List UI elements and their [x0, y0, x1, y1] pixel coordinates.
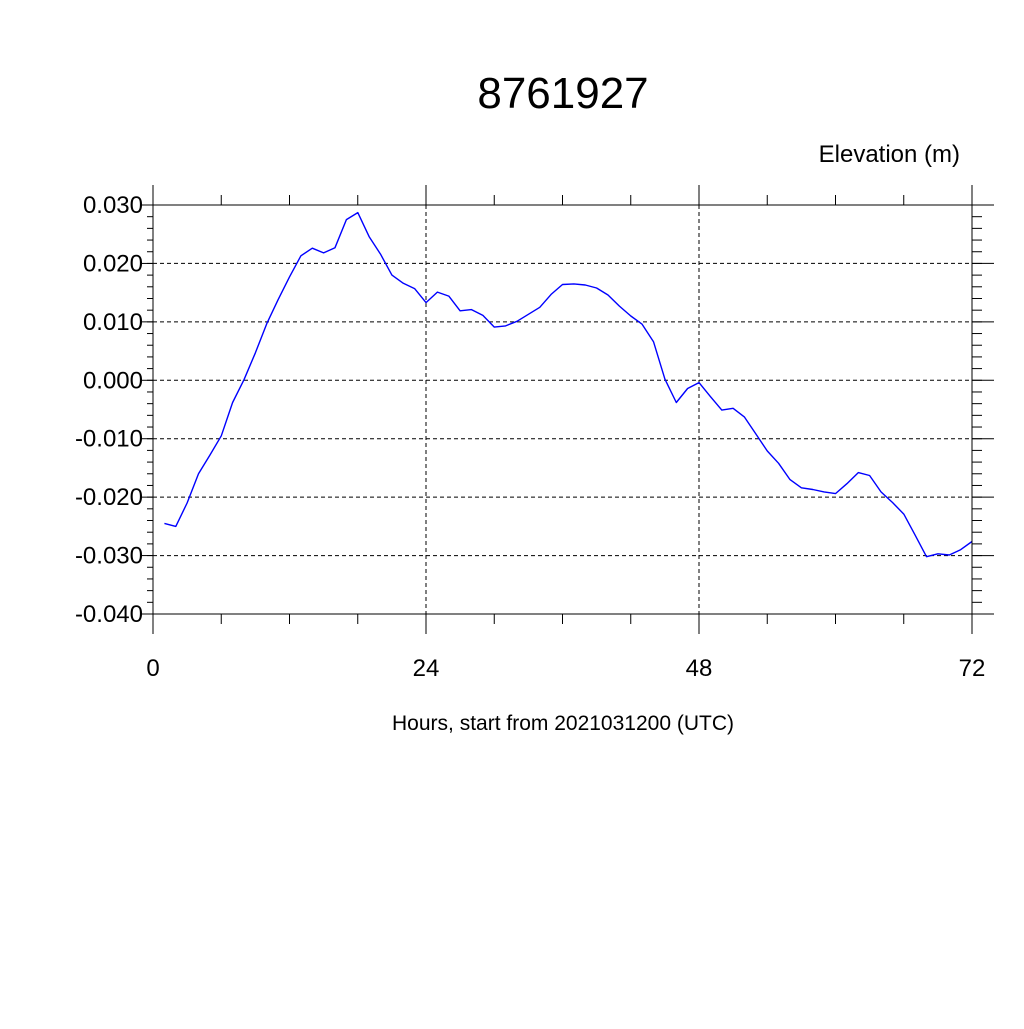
- y-tick-label: 0.020: [83, 250, 143, 277]
- grid: [152, 204, 973, 615]
- series-layer: [164, 211, 973, 558]
- chart-title: 8761927: [477, 69, 648, 118]
- y-tick-label: -0.030: [75, 543, 143, 570]
- x-tick-label: 0: [146, 655, 159, 682]
- tick-labels: 0.030 0.020 0.010 0.000 -0.010 -0.020 -0.030 -0…: [75, 192, 985, 682]
- x-axis-label: Hours, start from 2021031200 (UTC): [392, 712, 734, 735]
- y-tick-label: 0.030: [83, 192, 143, 219]
- x-tick-label: 72: [959, 655, 986, 682]
- y-tick-label: -0.040: [75, 601, 143, 628]
- axis-ticks: [141, 185, 994, 634]
- y-tick-label: 0.000: [83, 367, 143, 394]
- y-tick-label: 0.010: [83, 309, 143, 336]
- x-tick-label: 24: [413, 655, 440, 682]
- series-line: [164, 211, 973, 558]
- plot-frame: [152, 204, 973, 615]
- chart-right-title: Elevation (m): [819, 141, 960, 168]
- x-tick-label: 48: [686, 655, 713, 682]
- y-tick-label: -0.010: [75, 426, 143, 453]
- y-tick-label: -0.020: [75, 484, 143, 511]
